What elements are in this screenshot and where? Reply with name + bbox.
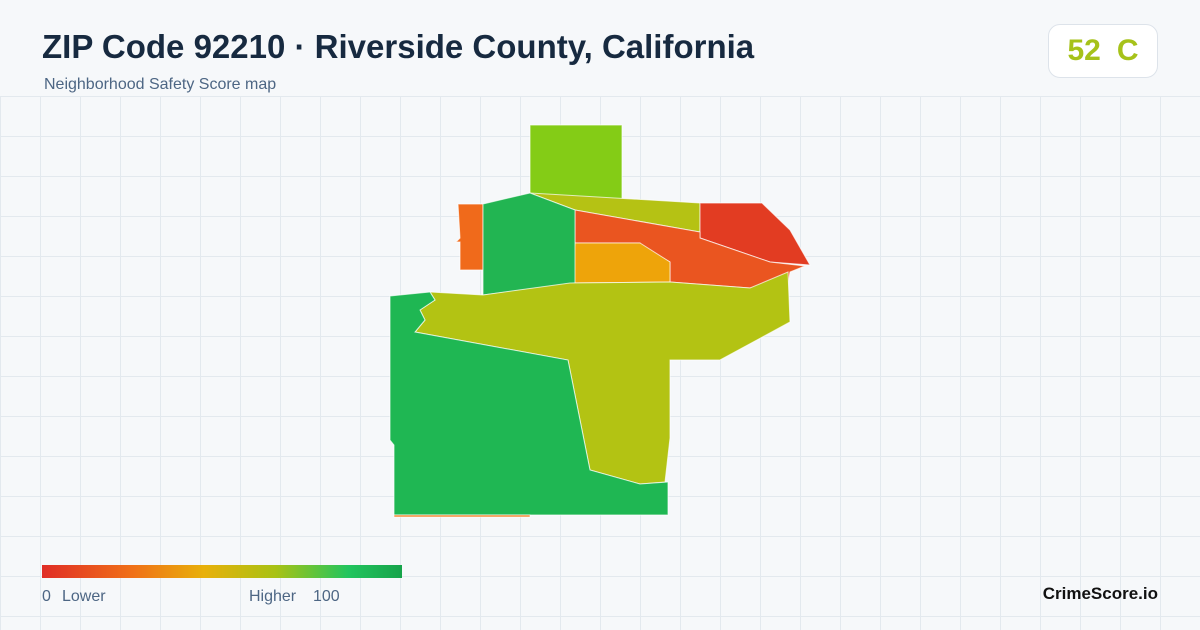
score-badge: 52 C bbox=[1048, 24, 1158, 78]
legend-min-label: Lower bbox=[62, 588, 106, 605]
legend-max-label: Higher bbox=[249, 588, 297, 605]
legend-gradient bbox=[42, 565, 402, 578]
brand: CrimeScore.io bbox=[1042, 584, 1158, 603]
title: ZIP Code 92210 · Riverside County, Calif… bbox=[42, 28, 755, 65]
score-value: 52 bbox=[1067, 34, 1101, 67]
area bbox=[529, 124, 623, 204]
score-grade: C bbox=[1116, 34, 1139, 67]
subtitle: Neighborhood Safety Score map bbox=[44, 76, 277, 93]
legend-min: 0 bbox=[42, 588, 51, 605]
header: ZIP Code 92210 · Riverside County, Calif… bbox=[0, 0, 1200, 96]
legend-max: 100 bbox=[313, 588, 340, 605]
area bbox=[393, 514, 531, 518]
area bbox=[482, 192, 576, 296]
area bbox=[389, 291, 669, 516]
area bbox=[454, 203, 484, 271]
